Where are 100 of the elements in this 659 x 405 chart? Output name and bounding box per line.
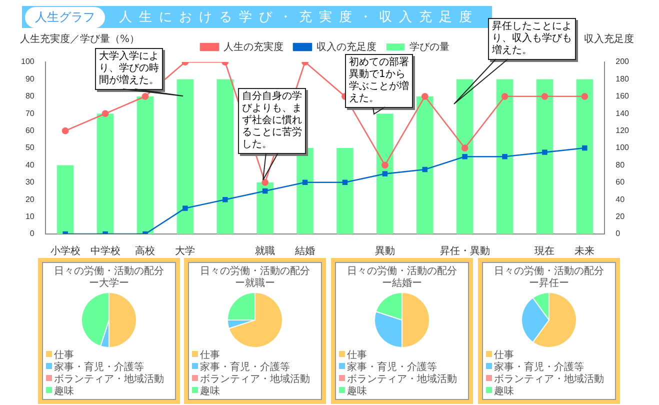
legend-label: ボランティア・地域活動 — [346, 374, 458, 386]
x-tick-label: 異動 — [374, 246, 395, 257]
legend-label: 家事・育児・介護等 — [493, 362, 585, 374]
point — [142, 92, 149, 100]
y-tick-label: 90 — [25, 74, 35, 84]
y2-tick-label: 100 — [616, 143, 630, 152]
chart-title: 日々の労働・活動の配分 — [493, 266, 605, 278]
chart-title: 人生における学び・充実度・収入充足度 — [119, 9, 479, 26]
text: ー結婚ー — [381, 278, 423, 290]
y2-tick-label: 40 — [616, 194, 626, 204]
y-tick-label: 70 — [25, 108, 35, 118]
chart-title: 日々の労働・活動の配分 — [199, 266, 311, 278]
x-tick-label: 小学校 — [50, 244, 80, 257]
y2-tick-label: 20 — [616, 212, 626, 222]
legend-label: 仕事 — [53, 350, 75, 362]
annotation: 大学入学により、学びの時間が増えた。 — [95, 48, 163, 90]
point — [262, 188, 268, 194]
bar — [256, 182, 274, 234]
legend-label: 仕事 — [199, 350, 221, 362]
chart-title: 日々の労働・活動の配分 — [53, 266, 165, 278]
point — [542, 150, 548, 155]
x-tick-label: 結婚 — [294, 246, 316, 257]
y2-tick-label: 120 — [616, 126, 630, 136]
point — [182, 206, 188, 211]
point — [262, 178, 269, 186]
y-tick-label: 80 — [25, 92, 35, 101]
point — [302, 180, 308, 186]
y2-tick-label: 140 — [616, 108, 630, 118]
legend-label: 趣味 — [53, 386, 75, 398]
legend-label: 家事・育児・介護等 — [346, 362, 438, 374]
bar — [136, 96, 154, 234]
y2-tick-label: 0 — [616, 229, 621, 238]
legend-label: 家事・育児・介護等 — [53, 362, 145, 374]
legend-label: 仕事 — [346, 350, 368, 362]
bar — [216, 79, 234, 234]
bar — [536, 79, 554, 234]
x-tick-label: 就職 — [255, 244, 276, 257]
y-tick-label: 20 — [25, 194, 35, 204]
annotation: 自分自身の学びよりも、まず社会に慣れることに苦労した。 — [238, 88, 306, 154]
x-tick-label: 大学 — [175, 244, 196, 257]
point — [462, 154, 468, 160]
legend-label: ボランティア・地域活動 — [199, 374, 311, 386]
bar — [176, 79, 194, 234]
y-tick-label: 0 — [30, 229, 35, 238]
point — [422, 166, 428, 172]
point — [62, 127, 69, 134]
y2-tick-label: 60 — [616, 178, 626, 187]
y-tick-label: 40 — [25, 160, 35, 170]
point — [541, 92, 548, 100]
text: ー就職ー — [234, 278, 276, 290]
point — [222, 196, 228, 202]
legend-label: 仕事 — [493, 350, 515, 362]
y2-axis-title: 収入充足度 — [584, 32, 634, 46]
legend-label: 学びの量 — [410, 40, 450, 53]
point — [381, 162, 388, 169]
text: ー昇任ー — [528, 278, 570, 290]
point — [421, 92, 428, 100]
x-tick-label: 未来 — [574, 244, 595, 257]
bar — [296, 148, 314, 234]
annotation: 初めての部署異動で1から学ぶことが増えた。 — [345, 54, 413, 108]
x-tick-label: 高校 — [135, 244, 156, 257]
x-tick-label: 昇任・異動 — [440, 246, 490, 257]
point — [501, 92, 508, 100]
y-tick-label: 10 — [25, 212, 35, 222]
point — [461, 144, 468, 152]
point — [102, 110, 109, 118]
chart-subtitle: 人生グラフ — [25, 6, 105, 28]
y-tick-label: 50 — [25, 143, 35, 152]
y2-tick-label: 180 — [616, 74, 630, 84]
point — [582, 145, 588, 151]
text: 昇任したことにより、収入も学びも増えた。 — [488, 18, 576, 60]
legend-label: 家事・育児・介護等 — [199, 362, 291, 374]
bar — [416, 96, 434, 234]
bar — [96, 114, 114, 234]
bar — [456, 79, 474, 234]
y-tick-label: 100 — [20, 57, 35, 66]
y-tick-label: 60 — [25, 126, 35, 136]
legend-label: 人生の充実度 — [224, 40, 284, 53]
x-tick-label: 中学校 — [90, 244, 120, 257]
x-tick-label: 現在 — [534, 244, 555, 257]
legend-label: 趣味 — [493, 386, 515, 398]
legend-label: 収入の充足度 — [316, 40, 376, 53]
legend-label: 趣味 — [346, 386, 368, 398]
point — [382, 171, 388, 176]
point — [581, 92, 588, 100]
legend-label: ボランティア・地域活動 — [493, 374, 605, 386]
y-tick-label: 30 — [25, 178, 35, 187]
bar — [56, 165, 74, 234]
bar — [376, 114, 394, 234]
bar — [496, 79, 514, 234]
point — [342, 180, 348, 186]
y-axis-title: 人生充実度／学び量（%） — [20, 32, 140, 46]
bar — [576, 79, 594, 234]
legend-label: ボランティア・地域活動 — [53, 374, 165, 386]
text: ー大学ー — [88, 278, 130, 290]
y2-tick-label: 160 — [616, 92, 630, 101]
chart-title: 日々の労働・活動の配分 — [346, 266, 458, 278]
legend-label: 趣味 — [199, 386, 221, 398]
point — [502, 154, 508, 160]
y2-tick-label: 200 — [616, 57, 630, 66]
